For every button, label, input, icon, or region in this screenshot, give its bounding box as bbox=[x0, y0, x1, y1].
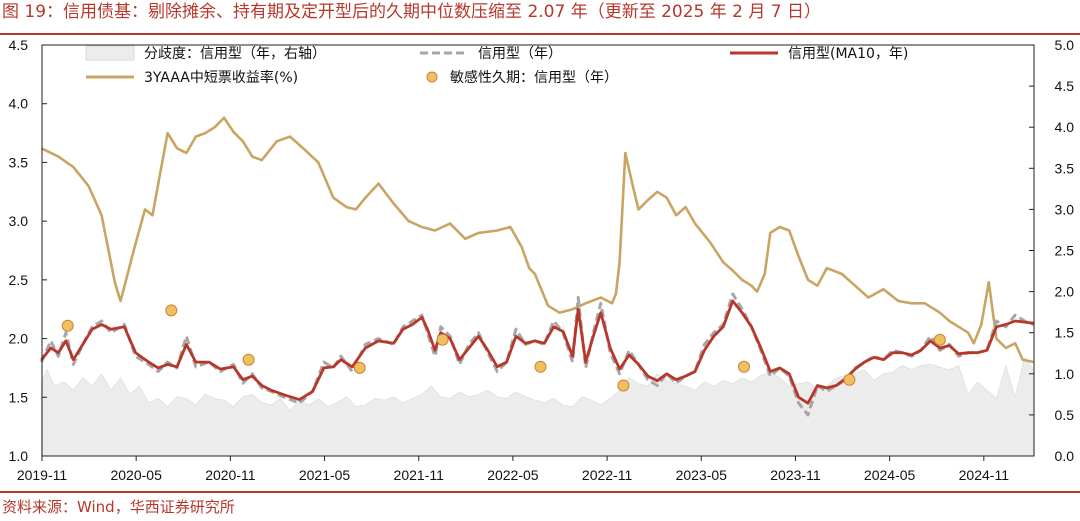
y-left-tick-label: 2.0 bbox=[9, 331, 29, 347]
x-tick-label: 2020-05 bbox=[110, 467, 162, 483]
x-tick-label: 2021-05 bbox=[299, 467, 351, 483]
credit-ma10-series bbox=[40, 299, 1035, 405]
legend-item-credit: 信用型（年） bbox=[420, 46, 562, 62]
sensitivity-duration-dot bbox=[933, 333, 946, 346]
x-tick-label: 2022-05 bbox=[487, 467, 539, 483]
y-right-tick-label: 3.0 bbox=[1055, 201, 1075, 217]
title-divider bbox=[0, 33, 1080, 35]
sensitivity-duration-dot bbox=[61, 319, 74, 332]
legend-label: 分歧度：信用型（年，右轴） bbox=[144, 46, 326, 62]
sensitivity-duration-dot bbox=[436, 333, 449, 346]
legend-swatch bbox=[85, 45, 135, 61]
legend-label: 信用型(MA10，年) bbox=[788, 46, 908, 62]
legend-item-yield: 3YAAA中短票收益率(%) bbox=[86, 69, 298, 86]
sensitivity-duration-dot bbox=[738, 360, 750, 373]
chart: 1.0 1.5 2.0 2.5 3.0 3.5 4.0 4.5 0.0 0.5 1.0 1.5 2.0 2… bbox=[9, 37, 1075, 483]
sensitivity-duration-dot bbox=[353, 361, 366, 374]
chart-title: 图 19：信用债基：剔除摊余、持有期及定开型后的久期中位数压缩至 2.07 年（… bbox=[2, 2, 822, 22]
axes: 1.0 1.5 2.0 2.5 3.0 3.5 4.0 4.5 0.0 0.5 1.0 1.5 2.0 2… bbox=[9, 37, 1075, 483]
x-tick-label: 2019-11 bbox=[17, 467, 68, 483]
y-right-tick-label: 1.0 bbox=[1055, 366, 1075, 382]
sensitivity-duration-dot bbox=[165, 304, 178, 317]
legend-label: 敏感性久期：信用型（年） bbox=[450, 69, 618, 86]
yield-3yaaa-series bbox=[40, 116, 1035, 364]
y-right-tick-label: 2.0 bbox=[1055, 284, 1075, 300]
y-right-tick-label: 0.5 bbox=[1055, 407, 1075, 423]
dispersion-area-series bbox=[41, 356, 1035, 457]
sensitivity-duration-dot bbox=[534, 360, 547, 373]
y-right-tick-label: 3.5 bbox=[1055, 160, 1075, 176]
y-left-tick-label: 3.5 bbox=[9, 154, 29, 170]
sensitivity-duration-dot bbox=[617, 379, 630, 392]
x-tick-label: 2020-11 bbox=[205, 467, 256, 483]
legend-item-dispersion: 分歧度：信用型（年，右轴） bbox=[85, 45, 326, 62]
legend: 分歧度：信用型（年，右轴） 信用型（年） 信用型(MA10，年) 3YAAA中短票收益… bbox=[85, 45, 908, 86]
y-right-tick-label: 5.0 bbox=[1055, 37, 1075, 53]
x-tick-label: 2023-05 bbox=[676, 467, 728, 483]
x-tick-label: 2024-05 bbox=[864, 467, 916, 483]
legend-label: 3YAAA中短票收益率(%) bbox=[144, 69, 298, 86]
y-left-tick-label: 4.0 bbox=[9, 96, 29, 112]
x-tick-label: 2023-11 bbox=[770, 467, 821, 483]
sensitivity-duration-dot bbox=[843, 373, 856, 386]
x-tick-label: 2021-11 bbox=[394, 467, 445, 483]
y-right-tick-label: 2.5 bbox=[1055, 243, 1075, 259]
source-note: 资料来源：Wind，华西证券研究所 bbox=[2, 498, 235, 516]
y-left-tick-label: 2.5 bbox=[9, 272, 29, 288]
y-left-tick-label: 1.0 bbox=[9, 448, 29, 464]
y-left-tick-label: 1.5 bbox=[9, 389, 29, 405]
legend-item-dots: 敏感性久期：信用型（年） bbox=[426, 69, 618, 86]
y-right-tick-label: 4.0 bbox=[1055, 119, 1075, 135]
legend-label: 信用型（年） bbox=[478, 46, 562, 62]
x-tick-label: 2024-11 bbox=[959, 467, 1010, 483]
legend-item-ma10: 信用型(MA10，年) bbox=[730, 46, 908, 62]
y-right-tick-label: 0.0 bbox=[1055, 448, 1075, 464]
plot-area bbox=[40, 116, 1035, 457]
sensitivity-duration-dot bbox=[242, 353, 255, 366]
y-left-tick-label: 3.0 bbox=[9, 213, 29, 229]
legend-swatch bbox=[426, 71, 438, 83]
y-left-tick-label: 4.5 bbox=[9, 37, 29, 53]
y-right-tick-label: 1.5 bbox=[1055, 325, 1075, 341]
footer-divider bbox=[0, 491, 1080, 493]
x-tick-label: 2022-11 bbox=[582, 467, 633, 483]
y-right-tick-label: 4.5 bbox=[1055, 78, 1075, 94]
